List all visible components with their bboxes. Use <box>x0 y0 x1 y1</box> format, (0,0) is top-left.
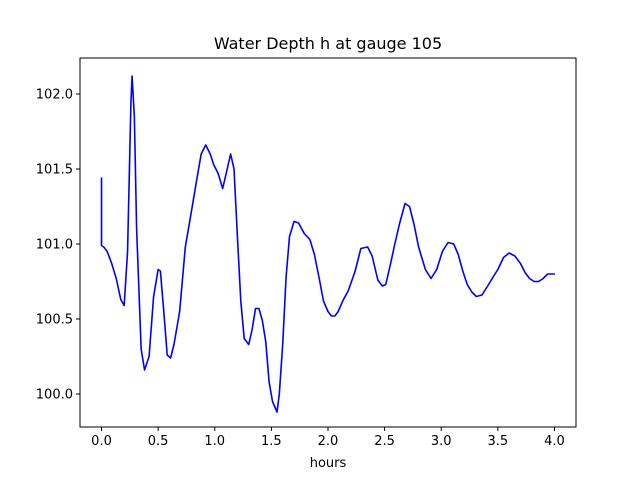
y-tick-label: 100.5 <box>36 313 73 328</box>
x-tick-label: 4.0 <box>544 434 565 449</box>
series-line-0 <box>100 75 556 413</box>
x-tick-label: 0.5 <box>148 434 169 449</box>
x-tick-label: 3.5 <box>488 434 509 449</box>
x-tick-label: 1.0 <box>204 434 225 449</box>
chart-title: Water Depth h at gauge 105 <box>214 34 442 53</box>
y-tick-label: 101.5 <box>36 163 73 178</box>
plot-area <box>100 75 556 413</box>
y-tick-label: 101.0 <box>36 238 73 253</box>
axes: 0.0 0.5 1.0 1.5 2.0 2.5 3.0 3.5 4.0 100.0 100.5 101… <box>36 57 577 449</box>
x-tick-label: 3.0 <box>431 434 452 449</box>
x-tick-label: 1.5 <box>261 434 282 449</box>
x-axis-label: hours <box>310 456 347 471</box>
y-tick-label: 100.0 <box>36 388 73 403</box>
y-tick-label: 102.0 <box>36 88 73 103</box>
x-tick-label: 0.0 <box>91 434 112 449</box>
x-tick-label: 2.0 <box>318 434 339 449</box>
x-tick-label: 2.5 <box>374 434 395 449</box>
